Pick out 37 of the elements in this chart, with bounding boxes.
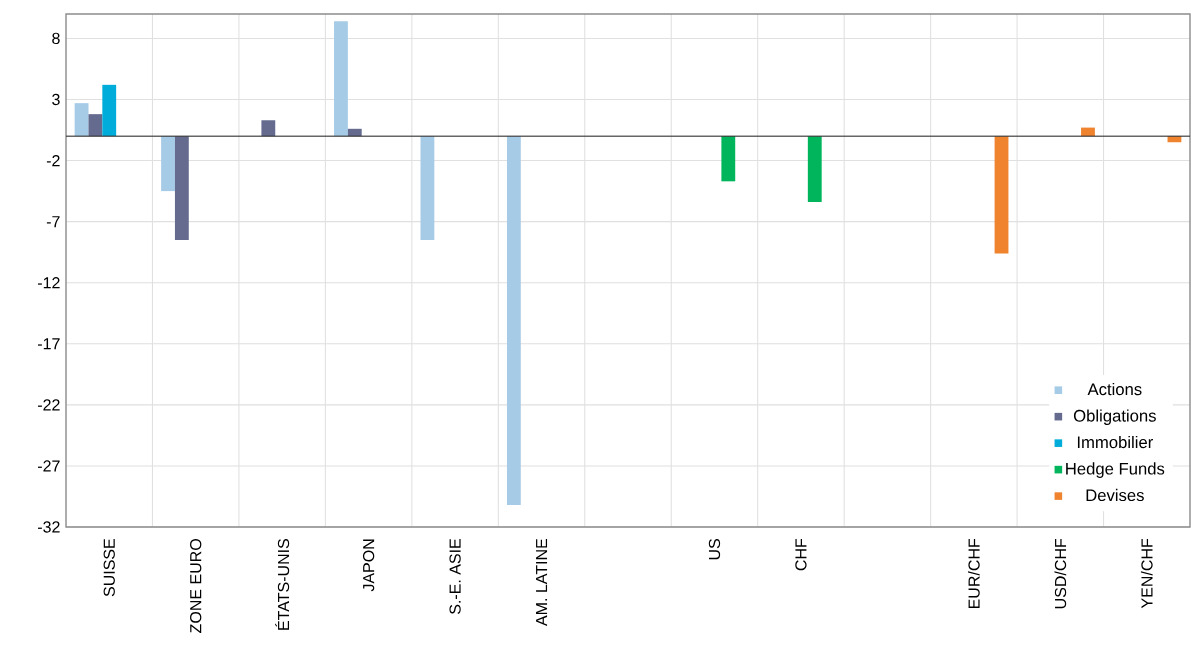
x-tick-label: S.-E. ASIE [449,538,461,615]
legend-label: Actions [1087,382,1142,396]
bar [102,84,117,137]
legend-label: Obligations [1073,409,1156,425]
bar [174,136,189,240]
legend-label: Immobilier [1077,435,1153,449]
x-tick-label: ZONE EURO [190,539,202,633]
y-tick-label: 8 [52,32,60,45]
bar [334,21,348,137]
bar [261,120,276,137]
x-tick-label: YEN/CHF [1140,538,1153,609]
x-tick-label: JAPON [362,539,375,592]
x-tick-label: SUISSE [103,538,115,597]
y-tick-label: -7 [46,216,60,228]
x-tick-label: ÉTATS-UNIS [275,539,290,630]
x-tick-label: US [708,539,721,560]
y-tick-label: -22 [38,399,60,411]
bar [506,136,521,505]
y-tick-label: -2 [46,154,60,167]
legend-label: Devises [1086,488,1144,502]
bar [88,114,103,137]
bar [420,136,435,240]
y-tick-label: -27 [38,460,60,472]
y-tick-label: -12 [38,277,60,289]
bar [807,136,822,203]
bar [994,136,1009,254]
y-tick-label: -17 [38,338,60,350]
x-tick-label: CHF [795,538,807,571]
bar [161,136,175,192]
x-tick-label: USD/CHF [1054,538,1067,609]
x-tick-label: EUR/CHF [967,538,980,609]
x-tick-label: AM. LATINE [536,538,548,626]
y-tick-label: -32 [38,521,60,533]
bar [721,136,736,182]
bar [74,103,89,137]
y-tick-label: 3 [52,93,60,106]
legend-label: Hedge Funds [1066,462,1165,478]
